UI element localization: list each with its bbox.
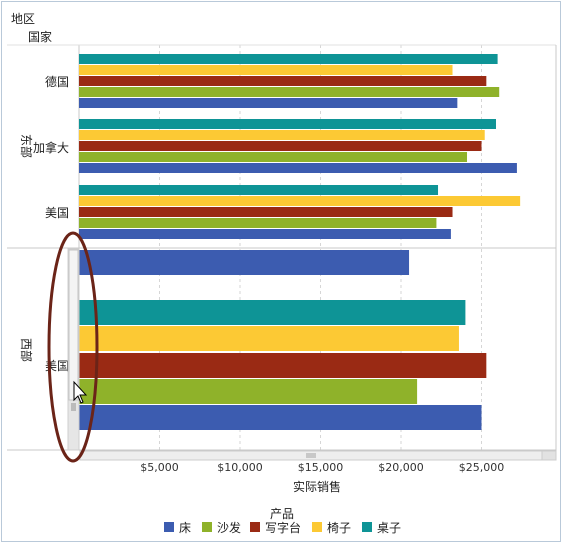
highlight-ellipse [47,231,99,463]
bar-west-0 [79,250,410,275]
bar-east-2-4 [79,229,451,239]
bar-east-0-1 [79,65,453,75]
bar-east-2-3 [79,218,437,228]
bar-east-1-3 [79,152,468,162]
country-label-east: 美国 [45,206,69,220]
region-header: 地区 [11,12,36,26]
bar-east-0-2 [79,76,487,86]
bar-east-0-3 [79,87,500,97]
legend-swatch [202,522,212,532]
bar-east-0-0 [79,54,498,64]
legend-label: 床 [179,521,191,535]
bar-east-1-2 [79,141,482,151]
country-label-east: 德国 [45,74,69,89]
scrollbar-grip [71,403,76,411]
bar-east-1-4 [79,163,517,173]
bar-west-2 [79,326,459,351]
x-tick-label: $15,000 [298,461,344,474]
bar-east-1-1 [79,130,485,140]
bar-east-2-0 [79,185,439,195]
bar-east-1-0 [79,119,496,129]
legend-label: 写字台 [265,520,301,535]
legend-label: 沙发 [217,520,241,535]
country-header: 国家 [28,30,53,44]
legend-title: 产品 [270,507,294,521]
legend-label: 桌子 [377,521,401,535]
mouse-cursor-icon [73,380,88,404]
country-label-west: 美国 [45,359,69,373]
x-axis-title: 实际销售 [293,479,341,494]
bar-west-4 [79,379,418,404]
bar-east-2-1 [79,196,521,206]
legend-swatch [164,522,174,532]
vertical-scrollbar-thumb[interactable] [68,249,79,401]
legend-swatch [362,522,372,532]
x-tick-label: $20,000 [378,461,424,474]
legend-label: 椅子 [327,521,351,535]
region-label-west: 西部 [19,338,34,362]
x-tick-label: $5,000 [140,461,179,474]
x-tick-label: $25,000 [459,461,505,474]
horizontal-scrollbar-grip [306,453,316,458]
bar-east-2-2 [79,207,453,217]
legend-swatch [250,522,260,532]
horizontal-scrollbar-corner [541,450,557,461]
bar-west-1 [79,300,466,325]
bar-east-0-4 [79,98,458,108]
bar-west-3 [79,353,487,378]
legend-swatch [312,522,322,532]
x-tick-label: $10,000 [217,461,263,474]
region-label-east: 东部 [19,134,34,158]
country-label-east: 加拿大 [33,140,69,155]
bar-west-5 [79,405,482,430]
